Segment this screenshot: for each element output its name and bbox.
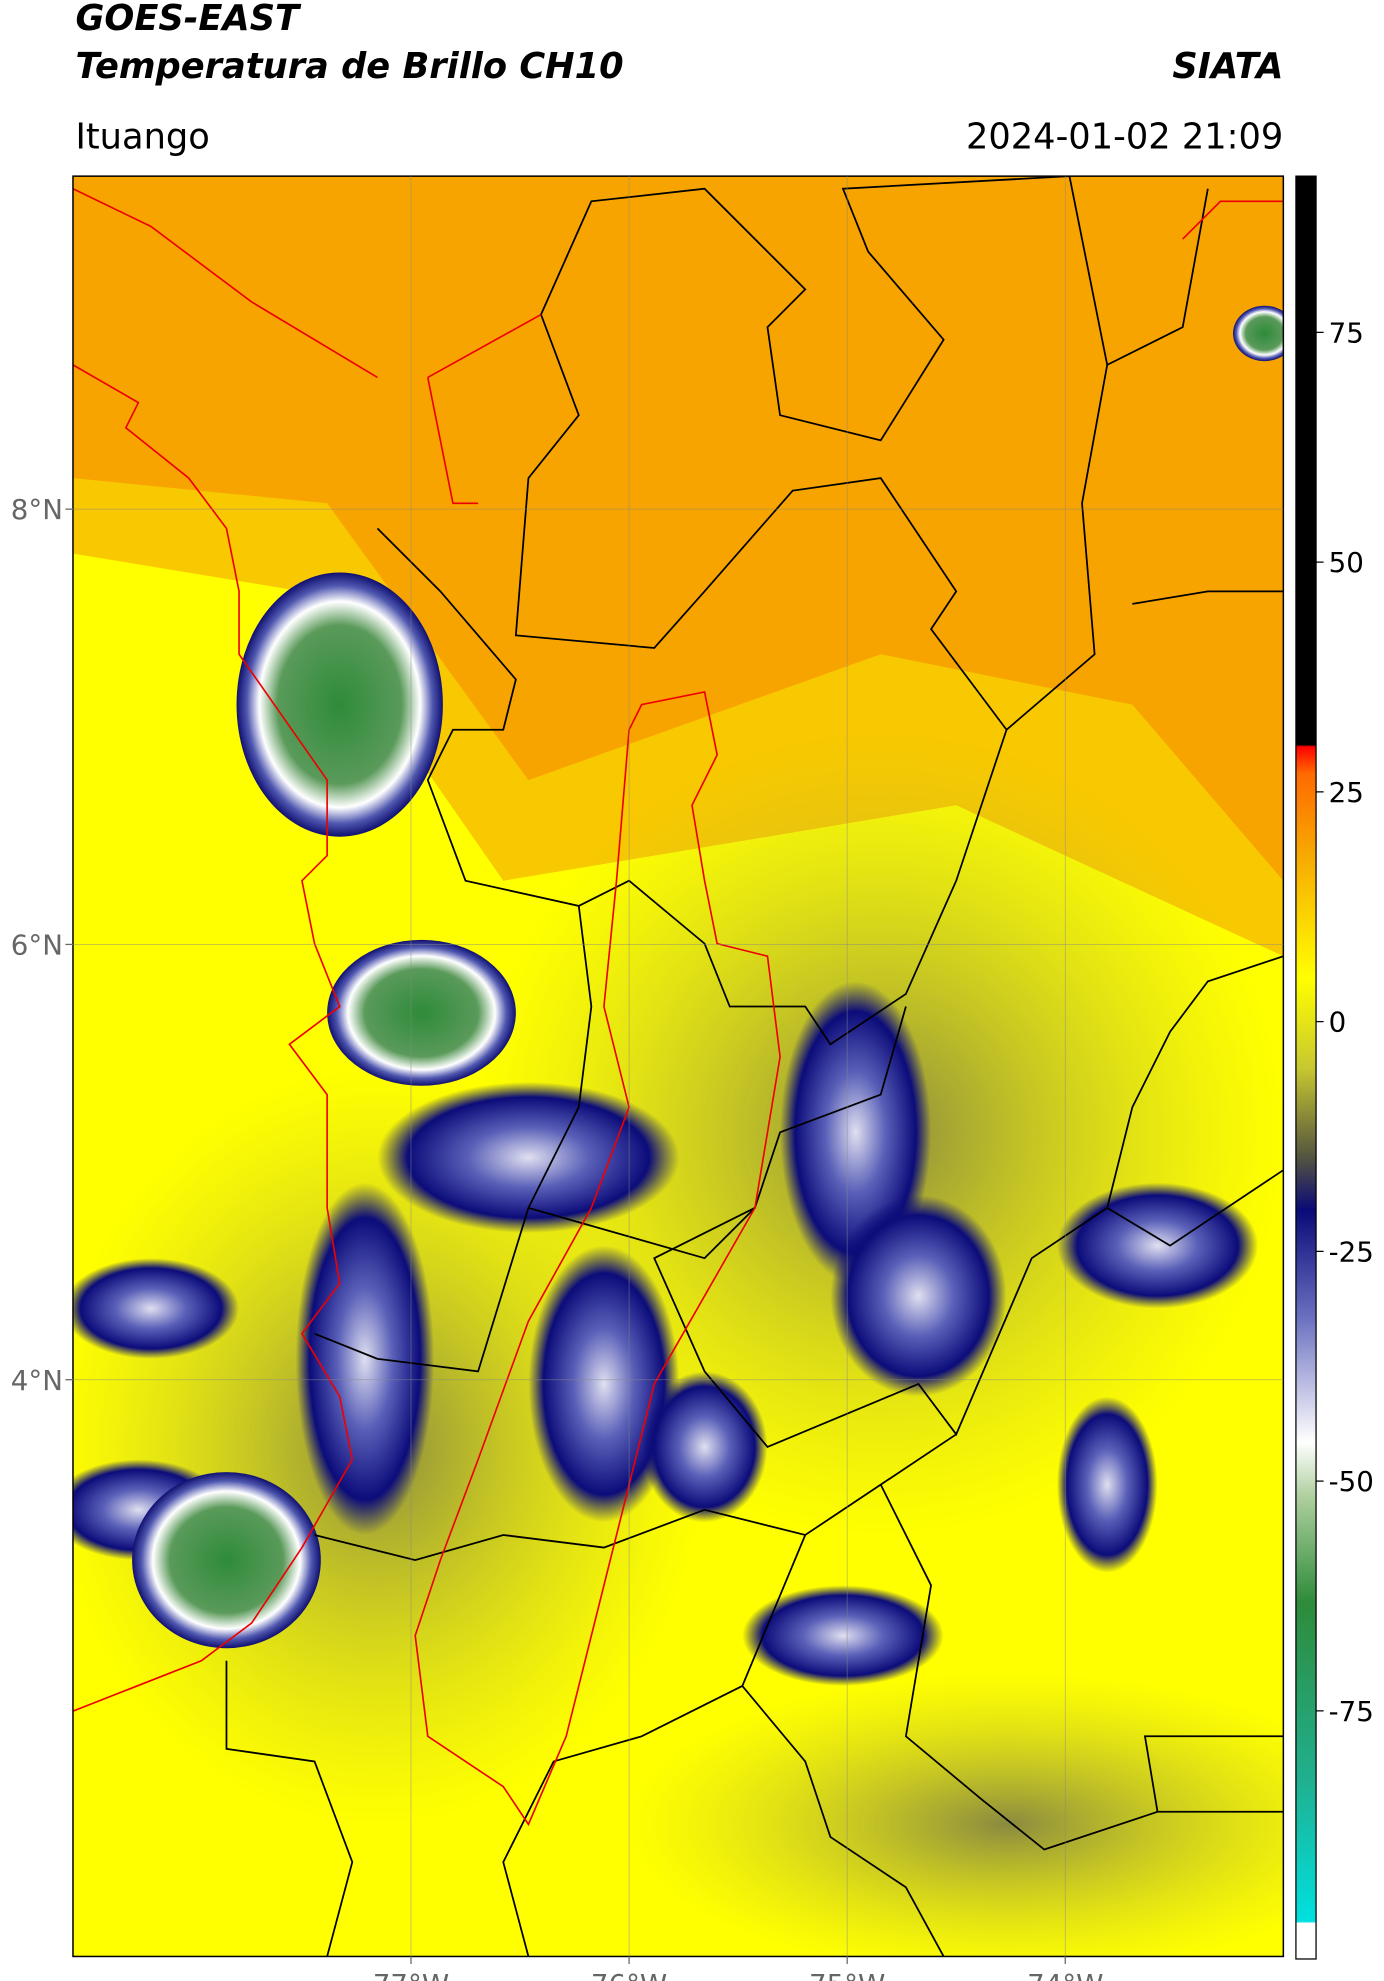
source: SIATA bbox=[1172, 46, 1283, 87]
colorbar-tick-label: 0 bbox=[1329, 1006, 1347, 1039]
datetime: 2024-01-02 21:09 bbox=[966, 116, 1283, 157]
y-tick-label: 4°N bbox=[11, 1364, 63, 1397]
colorbar-tick-label: 75 bbox=[1329, 316, 1364, 349]
colorbar-tick-label: -50 bbox=[1329, 1465, 1374, 1498]
title: GOES-EAST bbox=[75, 0, 302, 39]
colorbar-tick-label: 25 bbox=[1329, 776, 1364, 809]
x-tick-label: 74°W bbox=[1027, 1968, 1103, 1981]
x-tick-label: 75°W bbox=[809, 1968, 885, 1981]
y-tick-label: 6°N bbox=[11, 928, 63, 961]
satellite-image bbox=[72, 176, 1284, 1957]
y-tick-label: 8°N bbox=[11, 493, 63, 526]
colorbar-tick-label: -25 bbox=[1329, 1235, 1374, 1268]
colorbar bbox=[1295, 175, 1317, 1960]
colorbar-tick-label: -75 bbox=[1329, 1695, 1374, 1728]
colorbar-tick-label: 50 bbox=[1329, 546, 1364, 579]
subtitle: Temperatura de Brillo CH10 bbox=[75, 46, 623, 87]
x-tick-label: 76°W bbox=[591, 1968, 667, 1981]
map-frame bbox=[72, 175, 1285, 1958]
location: Ituango bbox=[75, 116, 209, 157]
x-tick-label: 77°W bbox=[373, 1968, 449, 1981]
